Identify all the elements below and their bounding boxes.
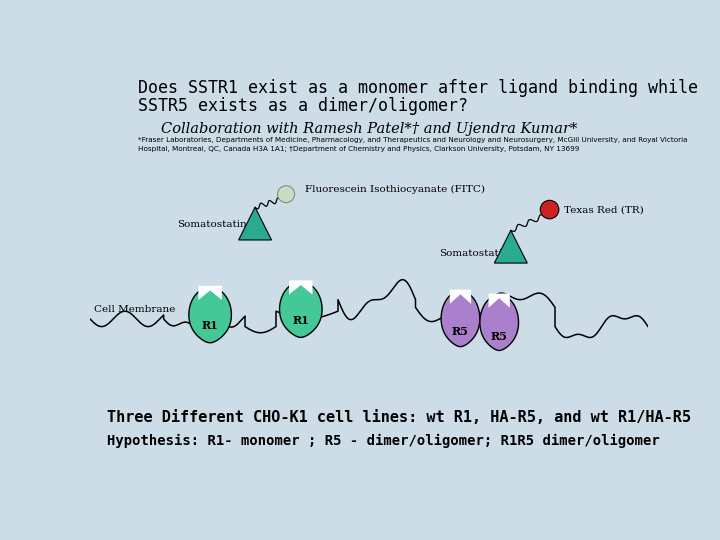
Text: *Fraser Laboratories, Departments of Medicine, Pharmacology, and Therapeutics an: *Fraser Laboratories, Departments of Med… (138, 137, 688, 143)
Polygon shape (189, 287, 231, 343)
Polygon shape (495, 231, 527, 263)
Polygon shape (450, 289, 471, 304)
Text: Hypothesis: R1- monomer ; R5 - dimer/oligomer; R1R5 dimer/oligomer: Hypothesis: R1- monomer ; R5 - dimer/oli… (107, 434, 660, 448)
Polygon shape (441, 291, 480, 347)
Text: Three Different CHO-K1 cell lines: wt R1, HA-R5, and wt R1/HA-R5: Three Different CHO-K1 cell lines: wt R1… (107, 410, 691, 425)
Polygon shape (238, 207, 271, 240)
Text: R1: R1 (292, 315, 309, 326)
Circle shape (277, 186, 294, 202)
Polygon shape (489, 294, 510, 308)
Text: Collaboration with Ramesh Patel*† and Ujendra Kumar*: Collaboration with Ramesh Patel*† and Uj… (161, 122, 577, 136)
Text: R5: R5 (452, 326, 469, 337)
Polygon shape (199, 286, 222, 300)
Text: Does SSTR1 exist as a monomer after ligand binding while: Does SSTR1 exist as a monomer after liga… (138, 79, 698, 97)
Text: Hospital, Montreal, QC, Canada H3A 1A1; †Department of Chemistry and Physics, Cl: Hospital, Montreal, QC, Canada H3A 1A1; … (138, 146, 580, 152)
Text: Somatostatin: Somatostatin (178, 220, 248, 230)
Polygon shape (279, 282, 322, 338)
Polygon shape (289, 280, 312, 295)
Text: Fluorescein Isothiocyanate (FITC): Fluorescein Isothiocyanate (FITC) (305, 185, 485, 194)
Text: Texas Red (TR): Texas Red (TR) (564, 205, 644, 214)
Text: SSTR5 exists as a dimer/oligomer?: SSTR5 exists as a dimer/oligomer? (138, 97, 468, 115)
Text: R5: R5 (491, 331, 508, 342)
Text: Cell Membrane: Cell Membrane (94, 305, 175, 314)
Polygon shape (480, 295, 518, 350)
Circle shape (540, 200, 559, 219)
Text: Somatostatin: Somatostatin (438, 249, 508, 258)
Text: R1: R1 (202, 320, 218, 332)
